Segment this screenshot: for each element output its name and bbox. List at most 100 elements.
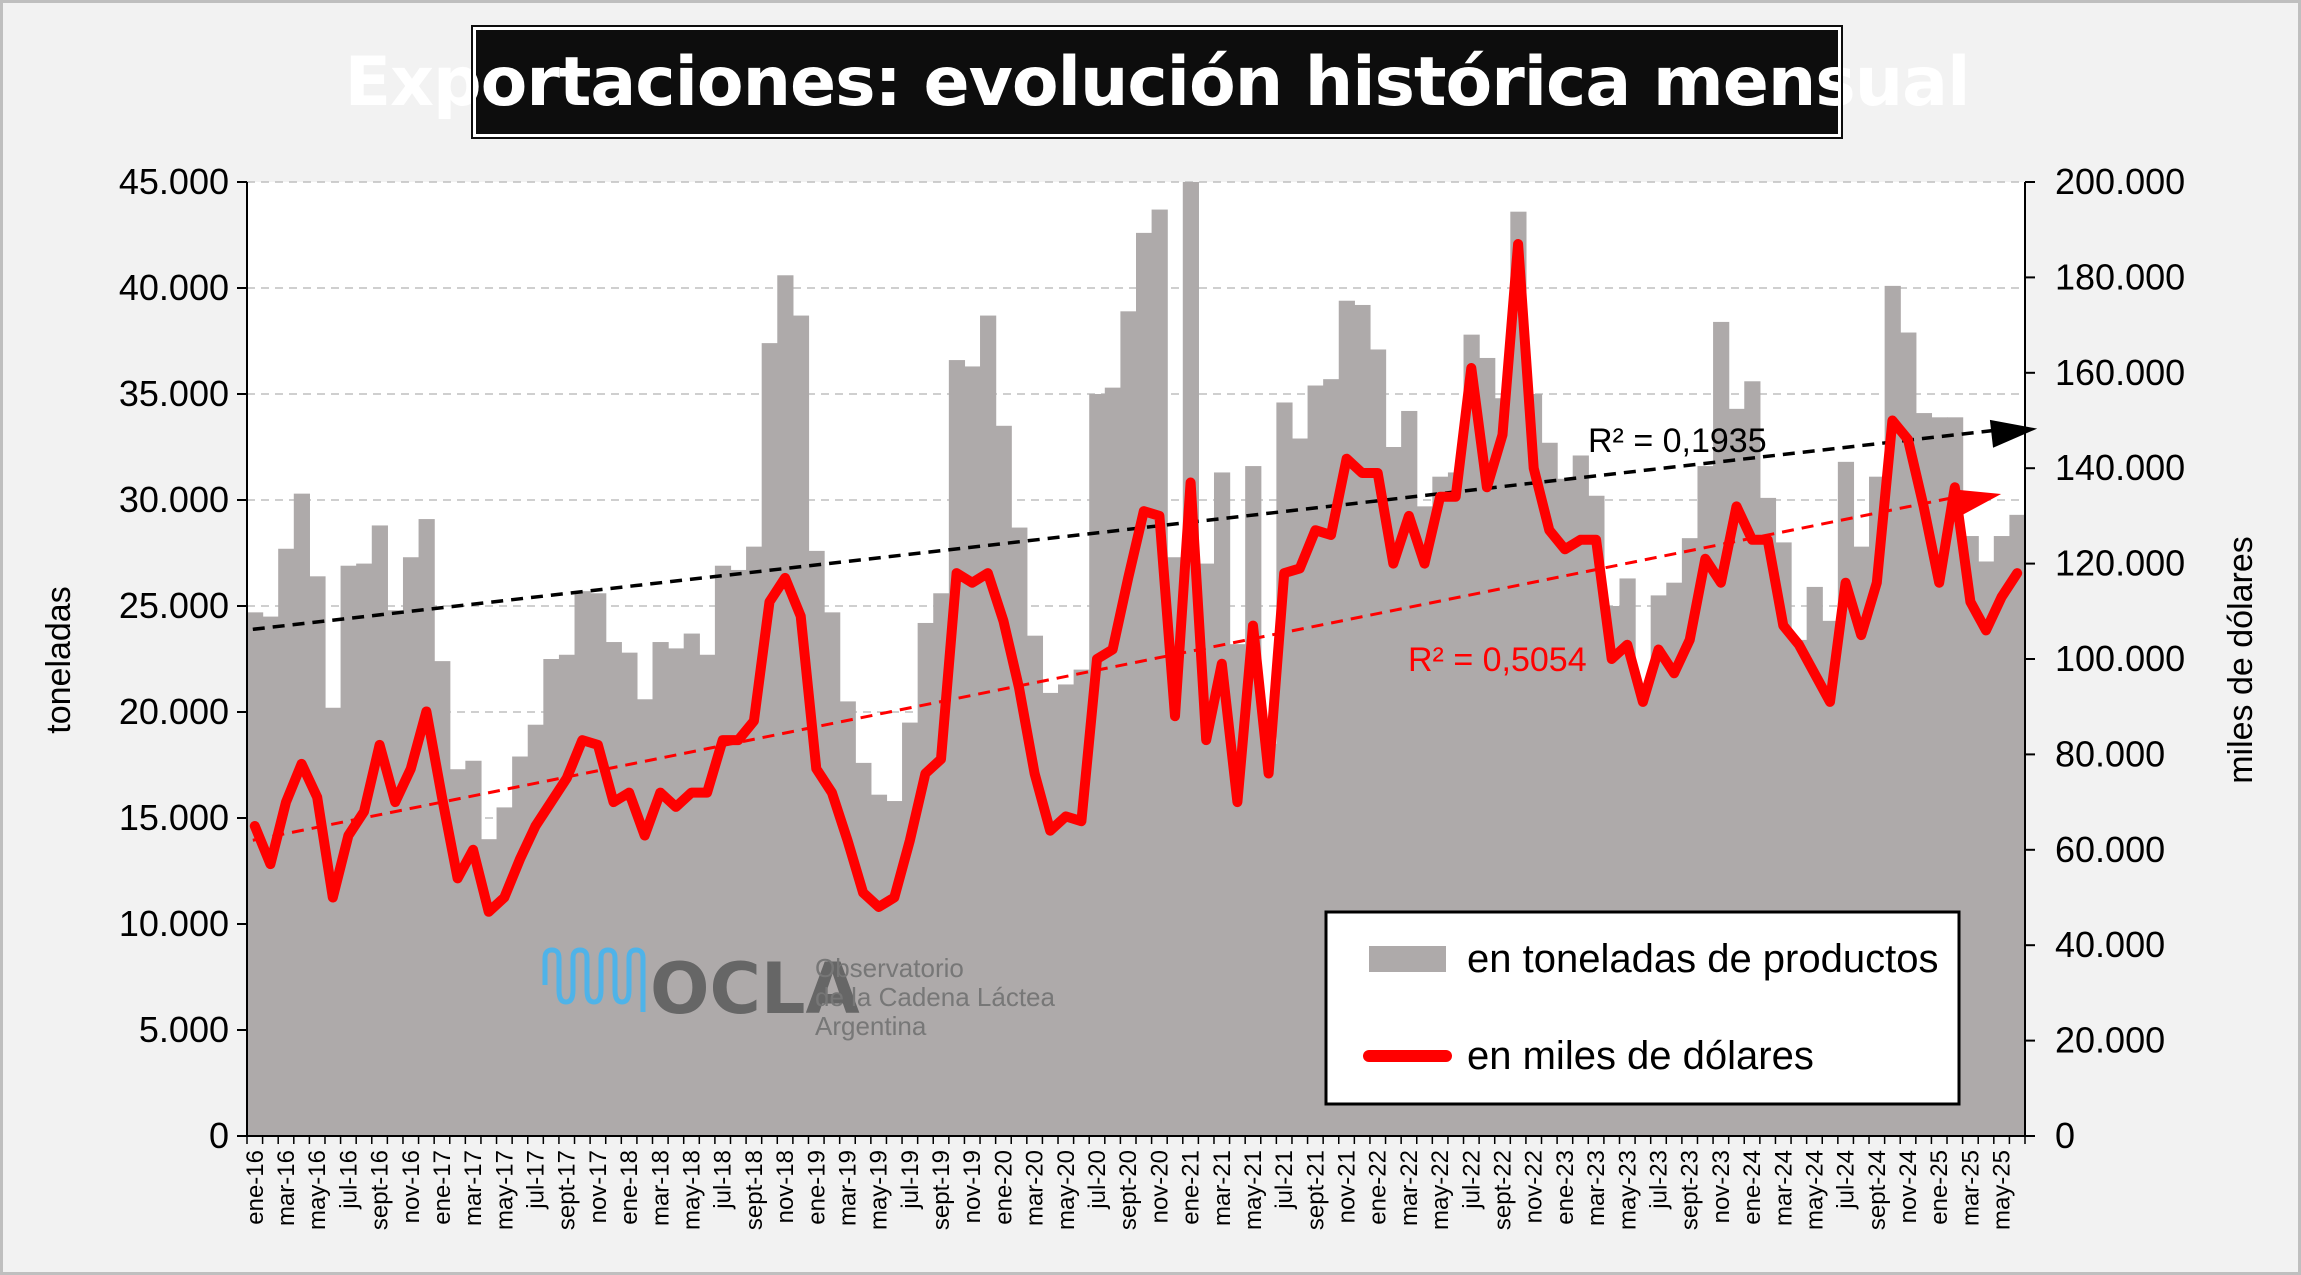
bar <box>668 648 685 1136</box>
y-tick-label: 10.000 <box>119 903 229 944</box>
bar <box>1993 536 2011 1136</box>
line-point <box>674 805 677 808</box>
line-point <box>1782 624 1785 627</box>
x-tick-label: ene-23 <box>1552 1150 1579 1225</box>
legend-box <box>1324 910 1961 1106</box>
bar <box>1245 466 1262 1137</box>
line-point <box>1251 624 1254 627</box>
bar <box>590 593 607 1136</box>
bar <box>1182 182 1199 1136</box>
line-point <box>1236 801 1239 804</box>
line-point <box>1688 638 1691 641</box>
line-point <box>1127 576 1130 579</box>
y-axis-left-label: toneladas <box>40 586 78 733</box>
bar <box>512 756 529 1136</box>
x-tick-label: may-20 <box>1053 1150 1080 1230</box>
line-point <box>1002 619 1005 622</box>
x-tick-label: mar-16 <box>273 1150 300 1226</box>
line-point <box>2016 572 2019 575</box>
bar <box>870 794 888 1136</box>
line-point <box>1080 820 1083 823</box>
y-tick-label: 100.000 <box>2055 638 2185 679</box>
trend-arrowhead <box>1953 489 2002 517</box>
line-point <box>1064 815 1067 818</box>
line-series <box>249 239 2023 917</box>
bar <box>1510 211 1527 1136</box>
logo-line1: Observatorio <box>815 953 964 983</box>
line-point <box>1969 600 1972 603</box>
bar <box>543 659 560 1136</box>
r2-label-dollars: R² = 0,5054 <box>1408 641 1587 679</box>
bar <box>465 760 482 1136</box>
x-tick-label: nov-17 <box>585 1150 612 1223</box>
line-point <box>1813 672 1816 675</box>
line-point <box>581 739 584 742</box>
x-tick-label: mar-17 <box>460 1150 487 1226</box>
y-tick-label: 60.000 <box>2055 829 2165 870</box>
bar <box>855 762 872 1136</box>
bar <box>1089 394 1106 1136</box>
line-point <box>846 839 849 842</box>
line-point <box>940 758 943 761</box>
bar <box>902 722 919 1136</box>
trendline <box>252 495 1958 842</box>
line-point <box>1829 700 1832 703</box>
line-point <box>362 810 365 813</box>
bar <box>387 610 404 1136</box>
bar <box>324 707 342 1136</box>
line-point <box>534 824 537 827</box>
y-axis-right-label: miles de dólares <box>2222 536 2260 784</box>
x-tick-label: sept-23 <box>1677 1150 1704 1230</box>
line-point <box>1673 672 1676 675</box>
y-tick-label: 15.000 <box>119 797 229 838</box>
x-tick-label: mar-25 <box>1957 1150 1984 1226</box>
bar <box>746 546 763 1136</box>
bar <box>605 642 622 1136</box>
line-point <box>1766 538 1769 541</box>
line-point <box>955 572 958 575</box>
x-tick-label: sept-20 <box>1115 1150 1142 1230</box>
line-point <box>269 863 272 866</box>
x-tick-label: nov-20 <box>1146 1150 1173 1223</box>
line-point <box>1407 514 1410 517</box>
bar <box>418 519 435 1136</box>
x-tick-label: may-19 <box>866 1150 893 1230</box>
y-tick-label: 140.000 <box>2055 447 2185 488</box>
bar <box>402 557 420 1136</box>
line-point <box>628 791 631 794</box>
line-point <box>1907 438 1910 441</box>
line-point <box>1142 510 1145 513</box>
x-tick-label: jul-20 <box>1084 1150 1111 1210</box>
bar <box>1058 684 1075 1136</box>
x-tick-label: may-17 <box>491 1150 518 1230</box>
bar <box>636 699 654 1136</box>
bar <box>1042 692 1059 1136</box>
line-point <box>612 801 615 804</box>
x-tick-label: nov-16 <box>398 1150 425 1223</box>
x-tick-label: nov-19 <box>959 1150 986 1223</box>
x-tick-label: ene-19 <box>803 1150 830 1225</box>
y-tick-label: 35.000 <box>119 373 229 414</box>
bar <box>808 550 825 1136</box>
bar <box>1307 385 1324 1136</box>
bar <box>652 642 669 1136</box>
line-point <box>316 796 319 799</box>
line-point <box>1423 562 1426 565</box>
line-point <box>284 801 287 804</box>
trendline <box>252 428 1998 632</box>
logo-line2: de la Cadena Láctea <box>815 982 1056 1012</box>
line-point <box>1173 715 1176 718</box>
bar <box>1120 311 1137 1136</box>
line-point <box>1875 581 1878 584</box>
line-point <box>378 743 381 746</box>
x-tick-label: nov-18 <box>772 1150 799 1223</box>
line-point <box>1049 829 1052 832</box>
line-point <box>1205 739 1208 742</box>
line-point <box>425 710 428 713</box>
bar <box>1213 472 1231 1136</box>
bar <box>699 654 716 1136</box>
bar <box>683 633 700 1136</box>
x-tick-label: jul-22 <box>1458 1150 1485 1210</box>
ocla-logo: OCLA Observatorio de la Cadena Láctea Ar… <box>542 947 1056 1041</box>
x-tick-label: mar-18 <box>647 1150 674 1226</box>
